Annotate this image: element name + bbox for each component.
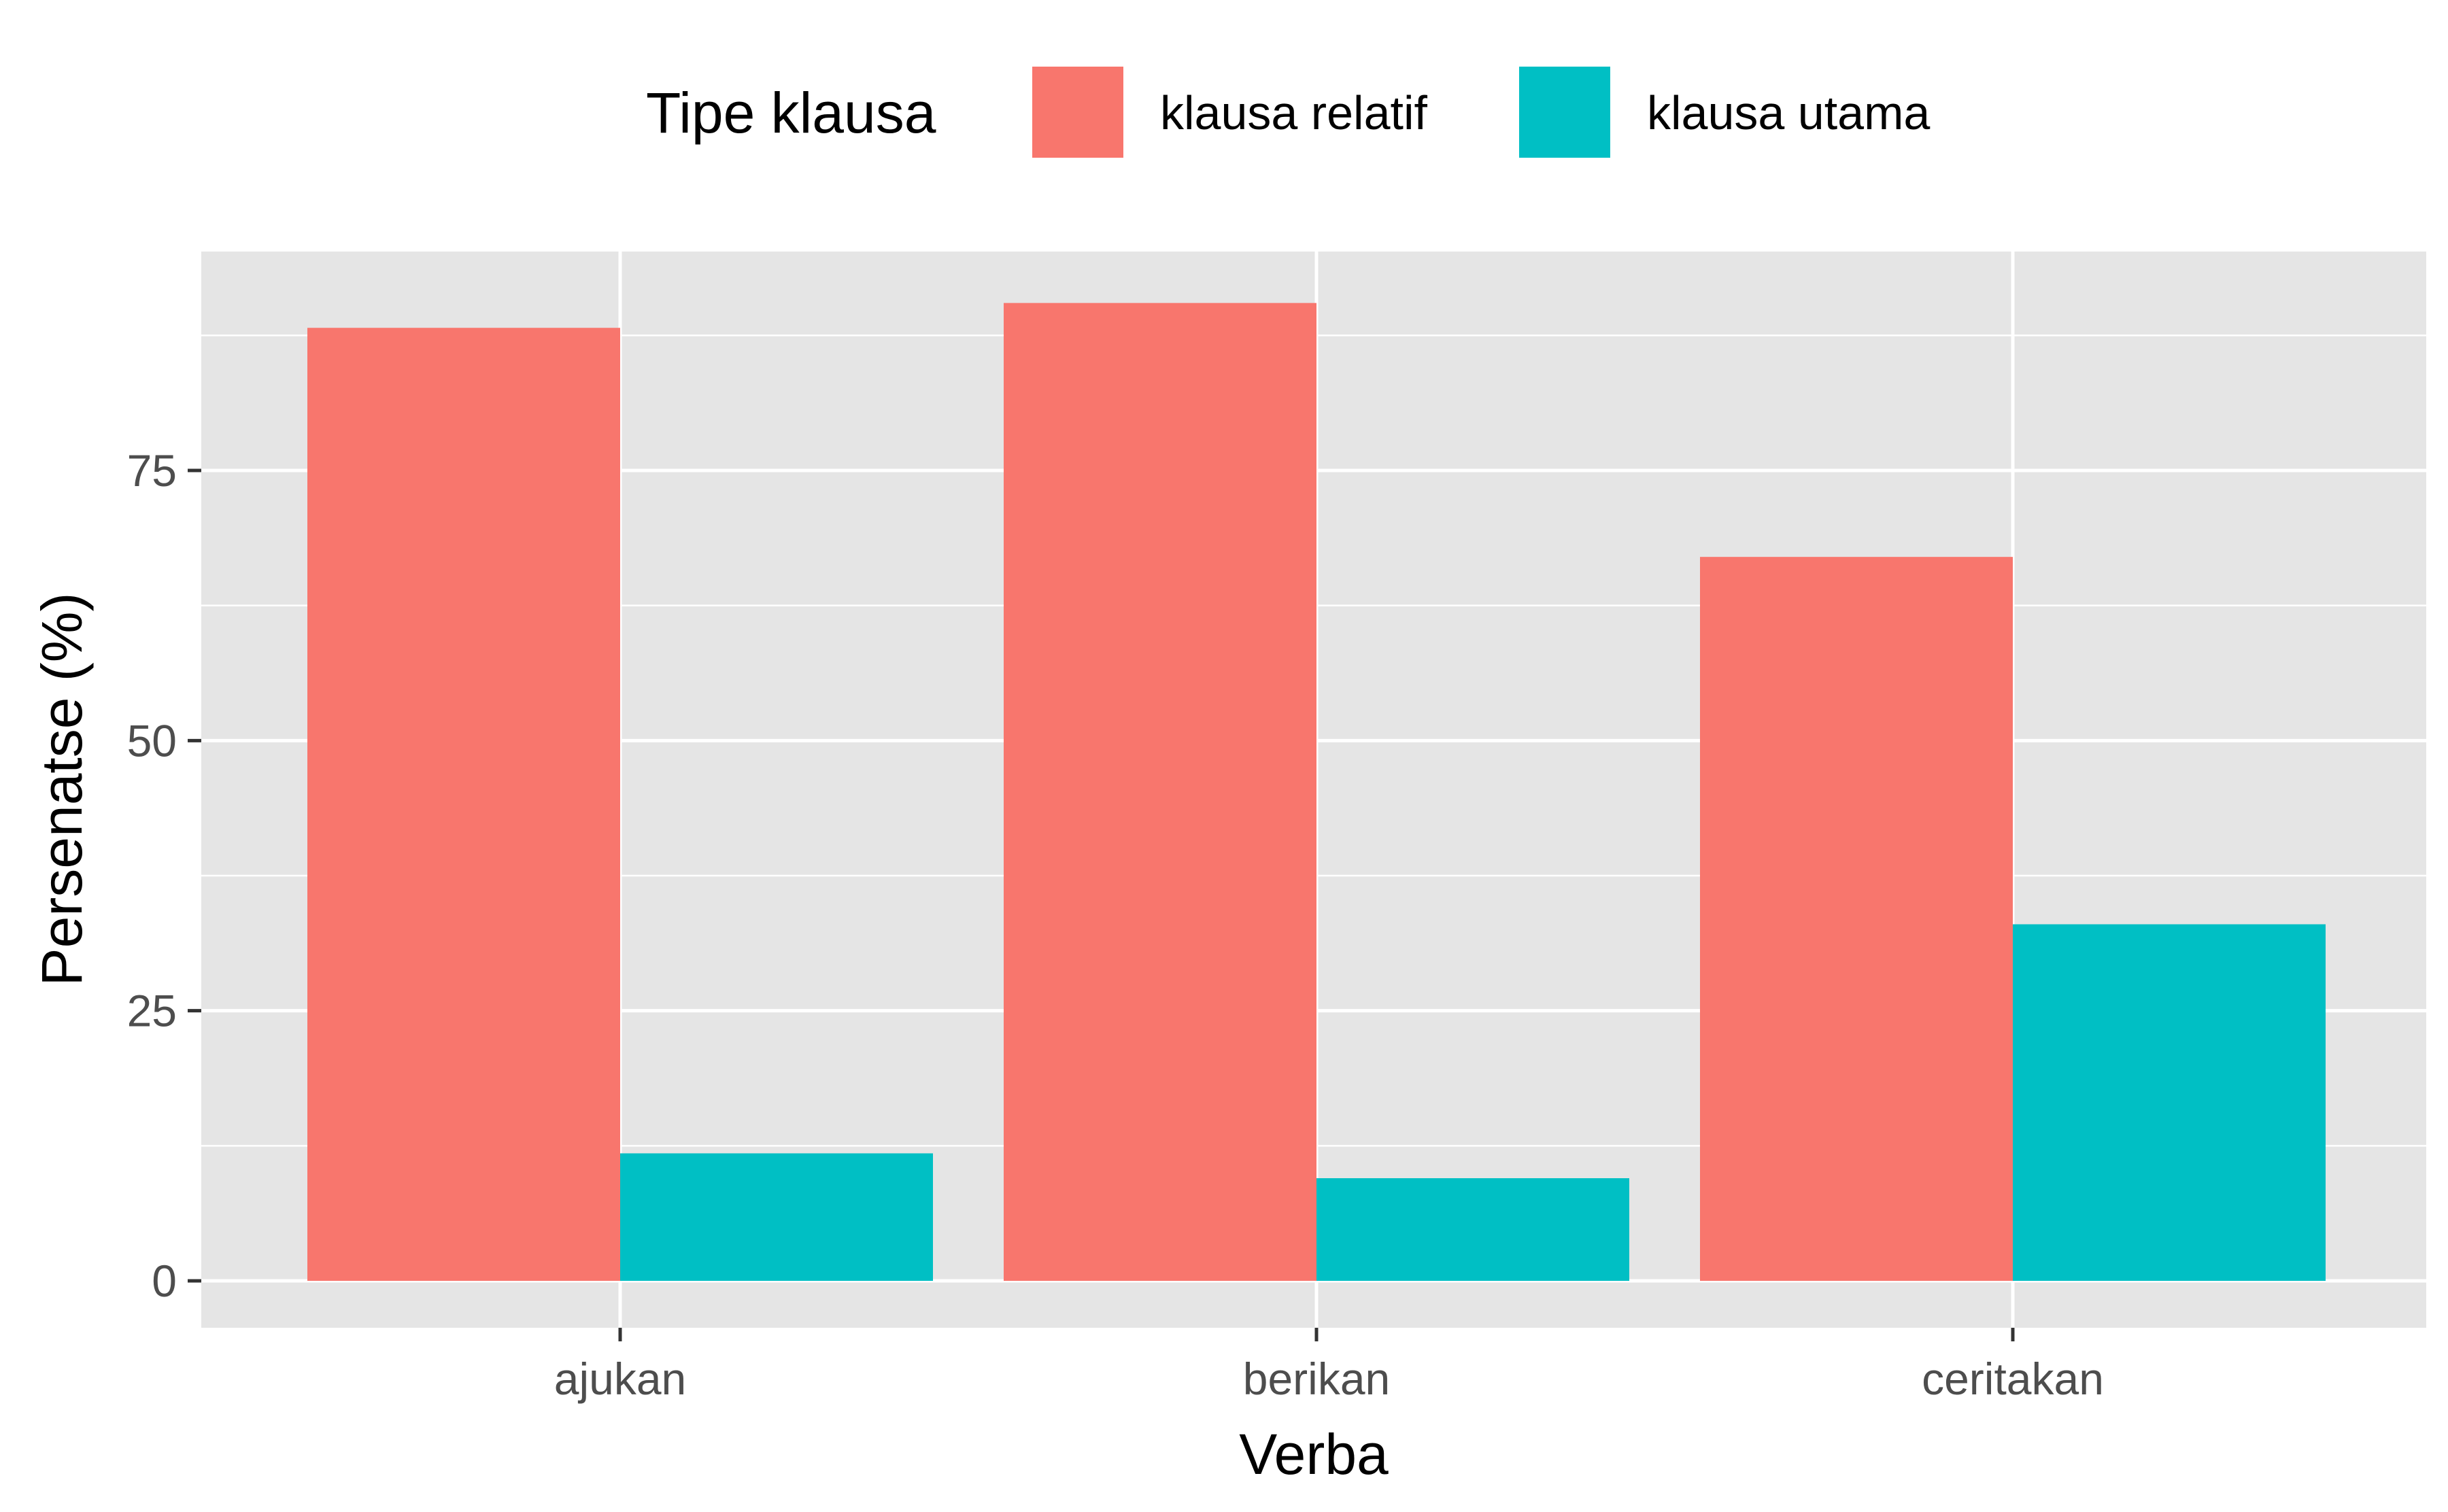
legend-title: Tipe klausa xyxy=(646,81,936,145)
legend-key-klausa-relatif xyxy=(1030,64,1126,160)
bar-ajukan-klausa-relatif xyxy=(307,328,620,1281)
bar-ajukan-klausa-utama xyxy=(620,1153,933,1281)
bars xyxy=(307,303,2326,1281)
x-axis: ajukan berikan ceritakan xyxy=(554,1328,2104,1404)
y-tick-label-25: 25 xyxy=(127,986,177,1036)
x-axis-title: Verba xyxy=(1239,1422,1389,1486)
y-axis: 0 25 50 75 xyxy=(127,445,201,1306)
legend: Tipe klausa klausa relatif klausa utama xyxy=(646,64,1930,160)
y-tick-label-75: 75 xyxy=(127,445,177,496)
bar-berikan-klausa-relatif xyxy=(1004,303,1316,1281)
bar-ceritakan-klausa-utama xyxy=(2013,924,2326,1281)
x-tick-label-berikan: berikan xyxy=(1243,1354,1390,1404)
legend-label-klausa-relatif: klausa relatif xyxy=(1160,86,1428,139)
legend-key-klausa-utama xyxy=(1516,64,1613,160)
x-tick-label-ceritakan: ceritakan xyxy=(1922,1354,2104,1404)
y-tick-label-50: 50 xyxy=(127,715,177,766)
bar-ceritakan-klausa-relatif xyxy=(1700,557,2013,1281)
bar-berikan-klausa-utama xyxy=(1316,1178,1629,1281)
x-tick-label-ajukan: ajukan xyxy=(554,1354,687,1404)
legend-label-klausa-utama: klausa utama xyxy=(1647,86,1930,139)
y-tick-label-0: 0 xyxy=(152,1256,177,1306)
y-axis-title: Persenatse (%) xyxy=(30,593,94,986)
